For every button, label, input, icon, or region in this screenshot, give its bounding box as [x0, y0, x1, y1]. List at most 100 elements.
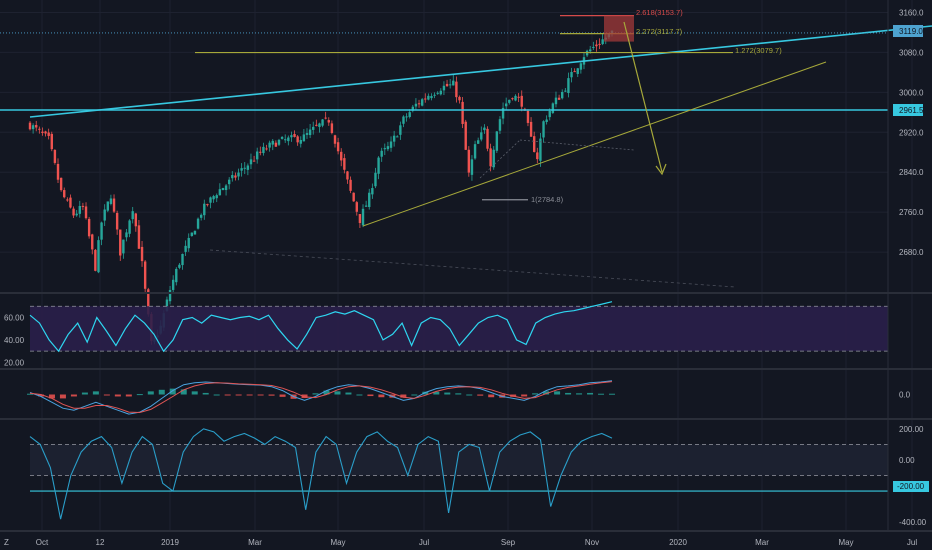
candle-body	[94, 249, 97, 271]
candle-body	[529, 121, 533, 137]
candle-body	[545, 119, 548, 123]
projection-arrow-head	[655, 163, 667, 176]
macd-histogram-bar	[235, 394, 242, 396]
candle-body	[336, 142, 340, 152]
macd-histogram-bar	[37, 394, 44, 397]
candle-body	[122, 239, 125, 254]
x-tick-7: Nov	[585, 538, 599, 547]
candle-body	[218, 189, 222, 196]
candle-body	[548, 110, 551, 118]
candle-body	[246, 165, 250, 170]
candle-body	[184, 245, 187, 252]
candle-body	[464, 121, 467, 150]
macd-histogram-bar	[169, 388, 176, 395]
candle-body	[439, 90, 443, 95]
rsi-pane[interactable]	[29, 301, 888, 353]
x-tick-4: May	[330, 538, 345, 547]
drawing-overlays	[0, 15, 932, 288]
candle-body	[75, 213, 78, 216]
macd-histogram-bar	[48, 394, 55, 399]
candle-body	[271, 140, 274, 145]
y-axis[interactable]: 3160.0 3080.0 3000.0 2920.0 2840.0 2760.0 2680…	[4, 8, 927, 527]
dashed-leg-2	[519, 139, 635, 151]
candle-body	[408, 112, 411, 117]
candle-body	[532, 136, 536, 152]
candle-body	[483, 127, 486, 131]
macd-histogram-bar	[565, 392, 572, 395]
candle-body	[318, 123, 321, 127]
price-pane[interactable]	[0, 15, 932, 345]
macd-pane[interactable]	[27, 380, 615, 415]
candle-body	[199, 214, 203, 218]
y-tick-rsi-1: 40.00	[4, 336, 25, 345]
candle-body	[249, 159, 253, 165]
candle-body	[601, 39, 604, 45]
candle-body	[262, 146, 265, 154]
candle-body	[498, 119, 502, 131]
candle-body	[377, 157, 380, 174]
corner-label[interactable]: Z	[4, 538, 9, 547]
candle-body	[293, 134, 296, 137]
x-axis[interactable]: Oct 12 2019 Mar May Jul Sep Nov 2020 Mar May Jul	[36, 538, 918, 547]
candle-body	[420, 99, 424, 106]
candle-body	[330, 123, 334, 133]
candle-body	[414, 103, 418, 107]
fib-label-2618: 2.618(3153.7)	[636, 8, 683, 17]
macd-histogram-bar	[103, 394, 110, 396]
pane-separators[interactable]	[0, 0, 932, 532]
candle-body	[564, 90, 567, 92]
macd-histogram-bar	[466, 394, 473, 396]
candle-body	[349, 179, 352, 191]
candle-body	[66, 199, 69, 201]
macd-histogram-bar	[356, 394, 363, 396]
macd-histogram-bar	[334, 391, 341, 395]
candle-body	[234, 175, 237, 178]
candle-body	[137, 225, 141, 249]
candle-body	[346, 171, 349, 180]
candle-body	[405, 116, 408, 118]
candle-body	[203, 203, 206, 216]
macd-histogram-bar	[257, 394, 264, 396]
candle-body	[221, 187, 225, 191]
candle-body	[539, 138, 542, 161]
candle-body	[212, 196, 215, 200]
candle-body	[327, 120, 330, 123]
candle-body	[134, 213, 138, 227]
candle-body	[445, 83, 449, 87]
candle-body	[368, 192, 371, 207]
candle-body	[343, 158, 346, 170]
candle-body	[290, 135, 293, 138]
upper-trendline	[29, 25, 932, 118]
candle-body	[352, 192, 355, 202]
candle-body	[458, 96, 461, 101]
candle-body	[598, 43, 601, 45]
candle-body	[97, 240, 100, 273]
fib-label-1272: 1.272(3079.7)	[735, 46, 782, 55]
candle-body	[455, 81, 458, 98]
macd-histogram-bar	[444, 392, 451, 395]
candle-body	[361, 208, 365, 226]
level-price-label: 2961.5	[899, 106, 924, 115]
candle-body	[59, 177, 63, 191]
candle-body	[576, 68, 579, 74]
cci-pane[interactable]	[29, 428, 888, 520]
candle-body	[542, 121, 545, 138]
candle-body	[53, 149, 57, 163]
candle-body	[231, 175, 234, 179]
macd-histogram-bar	[576, 393, 583, 395]
dashed-lower-line	[209, 249, 736, 288]
macd-histogram-bar	[213, 394, 220, 396]
y-tick-cci-3: -400.00	[899, 518, 927, 527]
macd-series-line-1	[29, 381, 613, 414]
candle-body	[492, 149, 495, 168]
candle-body	[504, 103, 508, 107]
candle-body	[284, 139, 287, 141]
candle-body	[209, 197, 212, 203]
candle-body	[193, 230, 197, 235]
candle-body	[243, 167, 246, 169]
candle-body	[355, 202, 358, 212]
candle-body	[324, 117, 327, 119]
macd-histogram-bar	[92, 391, 99, 395]
macd-histogram-bar	[202, 392, 209, 395]
